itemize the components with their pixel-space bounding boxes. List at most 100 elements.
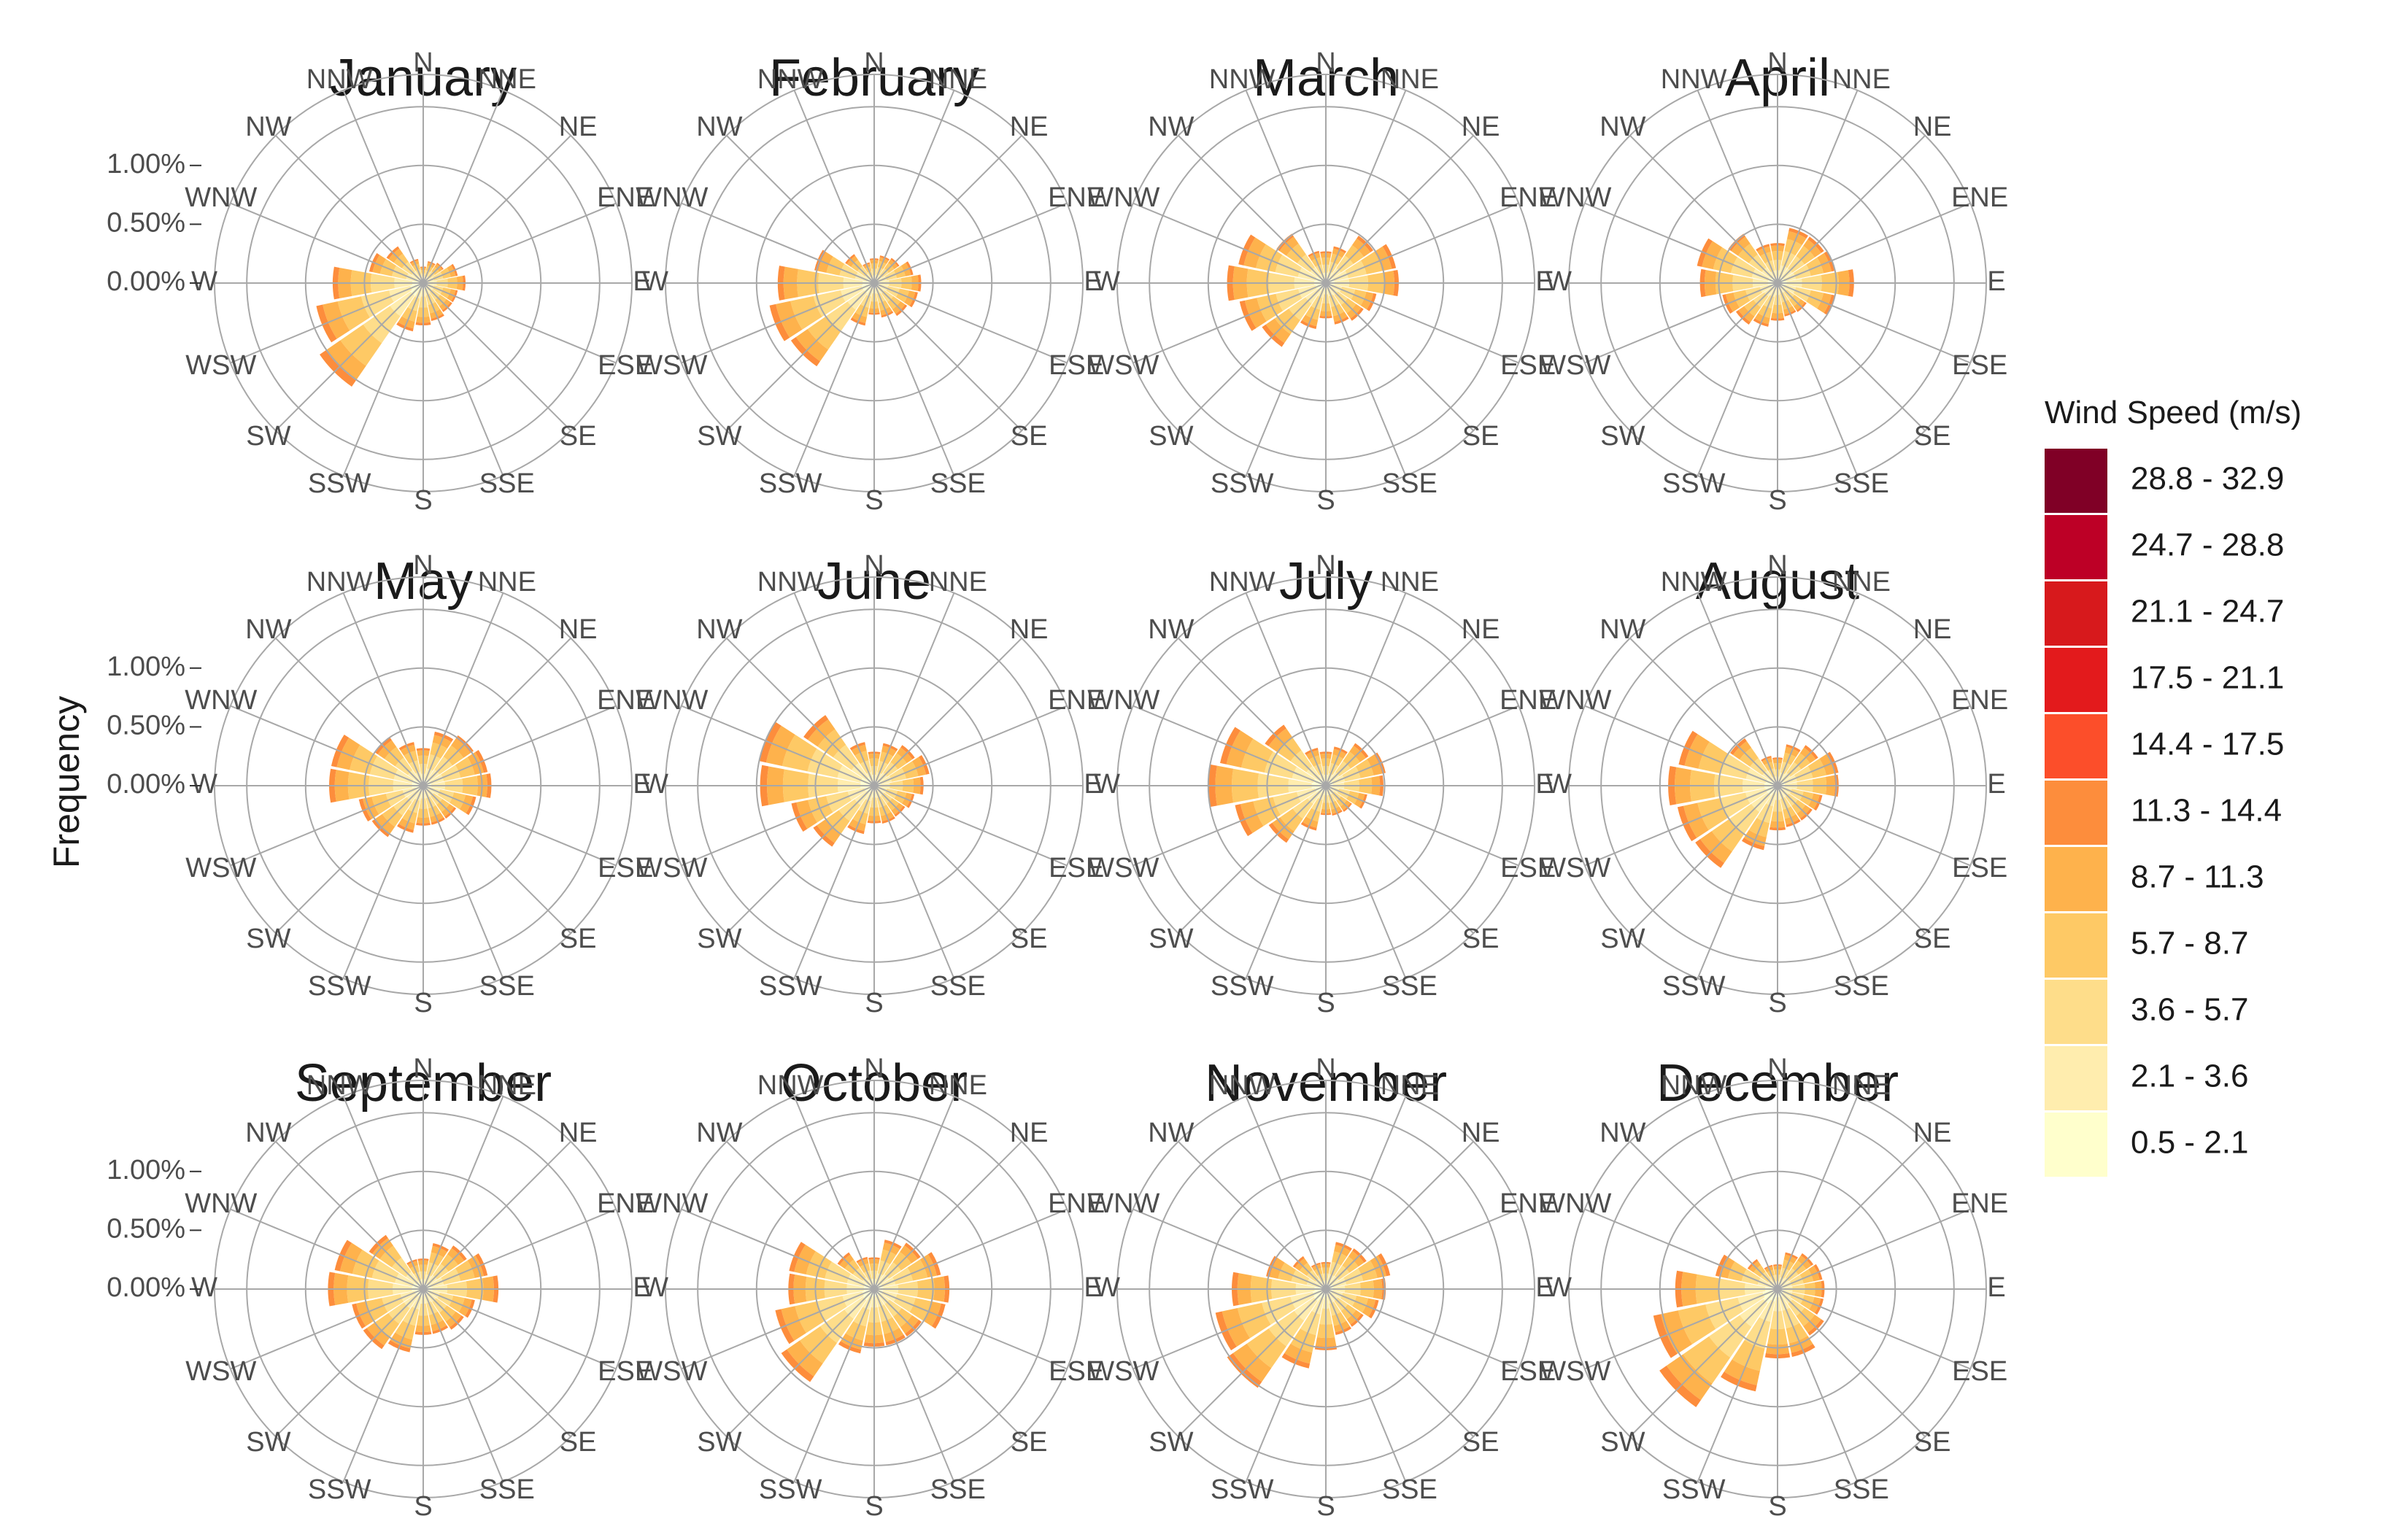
grid-spoke-SSE (873, 1288, 955, 1482)
direction-label-WNW: WNW (636, 182, 708, 213)
direction-label-WNW: WNW (1539, 1188, 1611, 1219)
bar-SSW-bin-3 (1290, 1328, 1316, 1353)
direction-label-N: N (1316, 1053, 1335, 1084)
grid-spoke-ESE (422, 785, 617, 867)
grid-spoke-NNE (1325, 90, 1407, 284)
bar-WSW-bin-2 (382, 1293, 404, 1312)
y-axis-ticks: 1.00% 0.50% 0.00% (107, 1155, 201, 1303)
direction-label-SSW: SSW (759, 1474, 822, 1505)
grid-spoke-NE (873, 638, 1022, 786)
direction-label-NE: NE (1462, 1118, 1500, 1148)
grid-spoke-SW (1178, 282, 1327, 431)
grid-spoke-WNW (681, 202, 875, 284)
grid-spoke-NE (422, 135, 571, 284)
bar-WNW-bin-4 (1226, 730, 1254, 768)
direction-label-NNE: NNE (1832, 1070, 1891, 1101)
direction-label-W: W (1094, 769, 1120, 800)
direction-label-NNE: NNE (1381, 64, 1439, 95)
y-tick-label: 0.50% (107, 710, 185, 740)
direction-label-NE: NE (559, 614, 598, 645)
grid-spoke-SSW (1697, 785, 1778, 979)
direction-label-N: N (413, 550, 433, 581)
bar-WSW-bin-2 (1262, 1296, 1296, 1325)
grid-spoke-ENE (422, 202, 617, 284)
grid-spoke-ESE (873, 282, 1068, 364)
grid-spoke-WSW (1584, 1288, 1778, 1370)
bar-SSW-bin-2 (403, 1306, 420, 1326)
legend-swatch-5 (2045, 781, 2107, 845)
grid-spoke-NW (1629, 1141, 1778, 1290)
direction-label-WNW: WNW (185, 685, 257, 716)
direction-label-ESE: ESE (1952, 853, 2007, 883)
bar-WSW-bin-2 (1276, 289, 1303, 312)
direction-label-SW: SW (246, 421, 290, 452)
direction-label-SE: SE (1011, 924, 1048, 954)
bar-WNW-bin-4 (765, 725, 795, 766)
direction-label-NW: NW (696, 112, 742, 142)
bar-ESE-bin-3 (1806, 290, 1824, 309)
bar-WSW-bin-2 (1273, 792, 1301, 816)
grid-spoke-SSW (1245, 785, 1327, 979)
direction-label-S: S (414, 1491, 432, 1522)
direction-label-NE: NE (1913, 1118, 1952, 1148)
direction-label-NNE: NNE (478, 567, 536, 597)
grid-spoke-WSW (230, 785, 424, 867)
grid-spoke-NNW (793, 592, 875, 786)
direction-label-N: N (1767, 550, 1787, 581)
direction-label-SW: SW (697, 924, 741, 954)
direction-label-E: E (633, 1272, 651, 1303)
direction-label-NE: NE (1913, 614, 1952, 645)
direction-label-SE: SE (1011, 421, 1048, 452)
direction-label-E: E (1084, 1272, 1102, 1303)
direction-labels: N NNE NE ENE E ESE SE SSE S SSW SW WSW W WNW NW NNW (636, 1053, 1105, 1522)
panel-august: AugustNNNENEENEEESESESSESSSWSWWSWWWNWNWN… (1539, 550, 2008, 1018)
direction-label-ENE: ENE (597, 1188, 654, 1219)
direction-label-SSE: SSE (1834, 1474, 1889, 1505)
direction-label-W: W (1094, 1272, 1120, 1303)
direction-label-W: W (642, 266, 668, 297)
bar-SSW-bin-2 (1744, 1317, 1771, 1349)
direction-label-NNE: NNE (478, 64, 536, 95)
bar-SSE-bin-3 (1786, 1323, 1808, 1344)
direction-label-N: N (864, 1053, 884, 1084)
grid-spoke-SSW (1697, 282, 1778, 476)
grid-spoke-WNW (1584, 202, 1778, 284)
direction-label-SSW: SSW (308, 1474, 371, 1505)
direction-labels: N NNE NE ENE E ESE SE SSE S SSW SW WSW W WNW NW NNW (1087, 47, 1556, 516)
legend-label-2: 21.1 - 24.7 (2131, 594, 2284, 630)
direction-label-W: W (191, 1272, 217, 1303)
direction-label-WNW: WNW (636, 1188, 708, 1219)
grid-spoke-ENE (1325, 1208, 1519, 1290)
direction-label-E: E (633, 769, 651, 800)
grid-spoke-ENE (1777, 1208, 1971, 1290)
grid-spoke-ENE (422, 1208, 617, 1290)
polar-grid (214, 74, 633, 492)
panel-february: FebruaryNNNENEENEEESESESSESSSWSWWSWWWNWN… (636, 47, 1105, 516)
grid-spoke-NE (1777, 1141, 1926, 1290)
bar-WSW-bin-2 (826, 791, 852, 813)
grid-spoke-ESE (422, 1288, 617, 1370)
direction-label-E: E (1535, 769, 1554, 800)
grid-spoke-SW (1629, 1288, 1778, 1437)
direction-label-NNE: NNE (929, 1070, 987, 1101)
grid-spoke-SE (422, 1288, 571, 1437)
grid-spoke-WNW (1132, 705, 1327, 786)
direction-label-SSW: SSW (308, 971, 371, 1002)
direction-label-NW: NW (696, 614, 742, 645)
direction-label-WNW: WNW (1539, 182, 1611, 213)
direction-label-SW: SW (1600, 1427, 1645, 1458)
grid-spoke-SSW (1245, 1288, 1327, 1482)
grid-spoke-NE (1325, 135, 1474, 284)
direction-label-NE: NE (1462, 112, 1500, 142)
grid-spoke-SSE (422, 785, 504, 979)
grid-spoke-NNW (793, 90, 875, 284)
grid-spoke-SSE (873, 282, 955, 476)
bar-ENE-bin-2 (441, 765, 461, 781)
legend-label-1: 24.7 - 28.8 (2131, 527, 2284, 563)
bar-ESE-bin-3 (909, 1298, 932, 1321)
bar-WSW-bin-4 (1222, 1307, 1251, 1347)
grid-spoke-SSE (1777, 785, 1859, 979)
direction-label-WNW: WNW (636, 685, 708, 716)
grid-spoke-SSW (793, 785, 875, 979)
